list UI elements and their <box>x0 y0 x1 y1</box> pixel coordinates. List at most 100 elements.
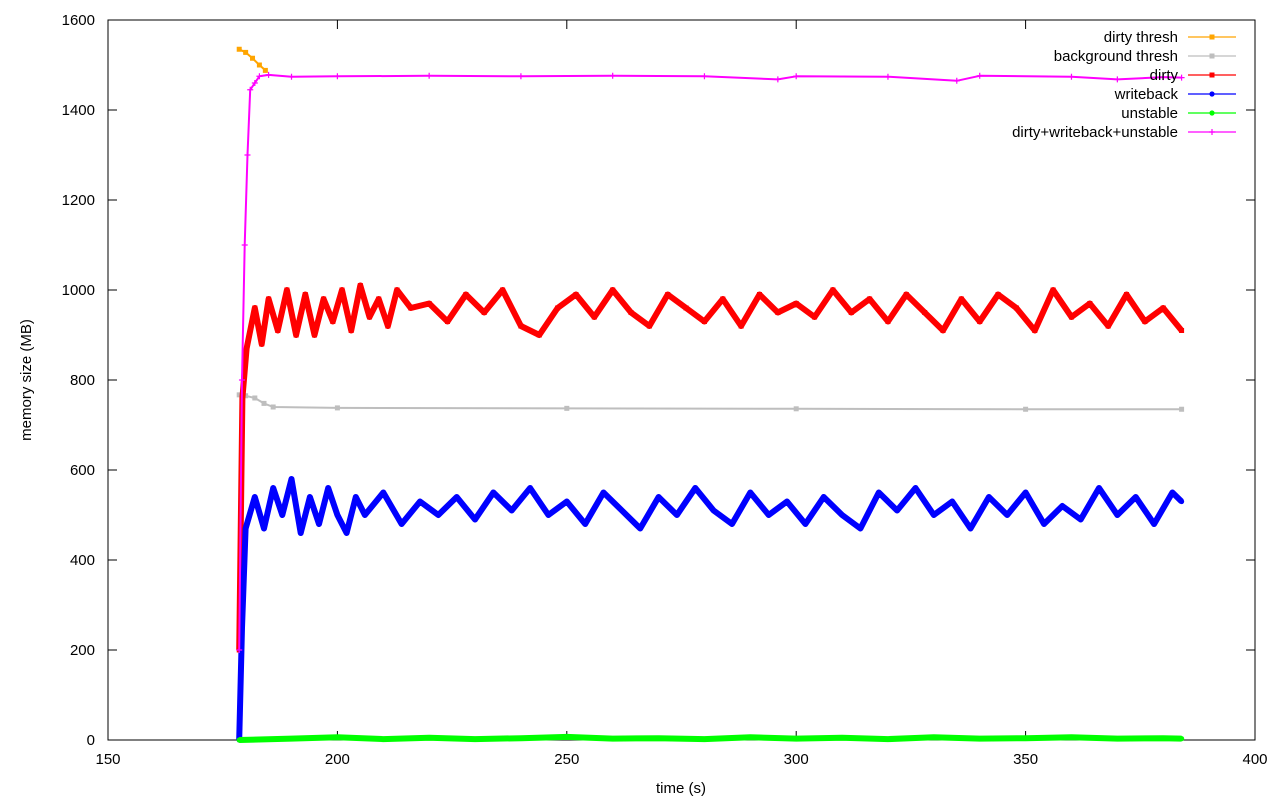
data-point-unstable <box>793 736 799 742</box>
data-point-dirty-writeback-unstable <box>774 76 781 83</box>
data-point-dirty <box>793 301 799 306</box>
data-point-dirty <box>848 310 854 315</box>
data-point-writeback <box>545 512 552 518</box>
data-point-writeback <box>876 489 882 496</box>
data-point-dirty <box>977 319 983 324</box>
data-point-unstable <box>334 734 340 740</box>
data-point-dirty-thresh <box>256 62 262 68</box>
data-point-writeback <box>279 512 285 518</box>
x-tick-label: 200 <box>325 751 350 768</box>
data-point-dirty <box>302 292 308 297</box>
data-point-writeback <box>1169 489 1176 496</box>
data-point-writeback <box>637 525 643 532</box>
data-point-writeback <box>1023 489 1029 496</box>
data-point-writeback <box>802 521 808 527</box>
data-point-dirty-thresh <box>243 49 249 55</box>
data-point-writeback <box>619 507 625 514</box>
data-point-writeback <box>1004 512 1010 518</box>
series-layer <box>236 46 1185 743</box>
data-point-writeback <box>600 489 607 496</box>
data-point-dirty <box>683 305 689 311</box>
data-point-dirty-writeback-unstable <box>609 72 616 79</box>
data-point-dirty <box>311 332 317 338</box>
data-point-dirty <box>940 328 946 333</box>
data-point-writeback <box>747 489 753 496</box>
data-point-dirty-writeback-unstable <box>701 73 708 80</box>
data-point-dirty <box>591 314 597 320</box>
data-point-dirty <box>536 332 542 338</box>
data-point-dirty-writeback-unstable <box>236 647 243 653</box>
data-point-writeback <box>298 530 304 536</box>
data-point-unstable <box>564 734 570 740</box>
y-tick-label: 800 <box>70 372 95 389</box>
data-point-writeback <box>399 521 405 527</box>
legend-entry-background-thresh: background thresh <box>1054 48 1236 65</box>
data-point-dirty <box>885 319 891 324</box>
data-point-unstable <box>236 737 242 743</box>
series-line-background-thresh <box>239 393 1182 411</box>
data-point-dirty <box>266 296 272 302</box>
data-point-writeback <box>288 476 295 482</box>
data-point-writeback <box>243 525 249 532</box>
legend-entry-dirty-thresh: dirty thresh <box>1104 29 1236 46</box>
series-writeback <box>236 476 1185 743</box>
legend-marker <box>1209 129 1215 135</box>
data-point-dirty <box>867 296 873 302</box>
data-point-writeback <box>353 494 359 500</box>
data-point-writeback <box>334 512 340 518</box>
x-axis-label: time (s) <box>656 780 706 797</box>
legend-label: dirty thresh <box>1104 29 1178 46</box>
data-point-unstable <box>701 736 708 742</box>
data-point-writeback <box>784 498 790 505</box>
data-point-writeback <box>564 498 570 505</box>
data-point-writeback <box>1059 503 1065 509</box>
data-point-dirty <box>1087 301 1093 306</box>
data-point-writeback <box>766 512 772 518</box>
data-point-writeback <box>1178 498 1185 505</box>
data-point-writeback <box>1041 521 1047 527</box>
data-point-dirty <box>903 292 909 297</box>
data-point-background-thresh <box>564 405 570 411</box>
data-point-dirty-writeback-unstable <box>953 77 960 84</box>
y-axis-label: memory size (MB) <box>18 319 35 441</box>
legend-entry-dirty-writeback-unstable: dirty+writeback+unstable <box>1012 124 1236 141</box>
y-tick-label: 600 <box>70 462 95 479</box>
data-point-writeback <box>1151 521 1157 527</box>
data-point-dirty-thresh <box>250 55 256 61</box>
legend-label: dirty <box>1150 67 1179 84</box>
series-unstable <box>236 733 1185 743</box>
y-tick-label: 1600 <box>62 12 95 29</box>
y-tick-label: 1200 <box>62 192 95 209</box>
data-point-dirty-writeback-unstable <box>1068 73 1075 80</box>
data-point-dirty <box>1105 323 1111 329</box>
data-point-dirty <box>376 296 382 302</box>
data-point-writeback <box>1114 512 1120 518</box>
data-point-writeback <box>967 525 974 532</box>
data-point-dirty-writeback-unstable <box>1178 74 1185 81</box>
data-point-dirty <box>812 314 818 320</box>
data-point-dirty-writeback-unstable <box>251 80 258 86</box>
data-point-dirty <box>293 332 299 338</box>
data-point-background-thresh <box>236 392 242 398</box>
data-point-dirty-writeback-unstable <box>247 86 254 93</box>
data-point-writeback <box>490 489 496 496</box>
data-point-dirty <box>738 323 744 329</box>
x-tick-label: 150 <box>95 751 120 768</box>
data-point-dirty-writeback-unstable <box>1160 74 1167 81</box>
legend: dirty thresh background thresh dirty writeb… <box>1012 29 1236 141</box>
y-tick-label: 0 <box>87 732 95 749</box>
data-point-unstable <box>1068 734 1075 740</box>
data-point-dirty <box>1068 314 1074 320</box>
data-point-dirty <box>284 287 290 293</box>
series-dirty-writeback-unstable <box>236 71 1185 653</box>
data-point-writeback <box>912 485 919 491</box>
data-point-writeback <box>307 494 313 500</box>
legend-label: writeback <box>1114 86 1179 103</box>
data-point-writeback <box>857 525 864 532</box>
axis-ticks <box>107 19 1256 741</box>
data-point-writeback <box>509 507 515 514</box>
data-point-dirty <box>518 323 524 329</box>
data-point-background-thresh <box>261 400 267 406</box>
data-point-dirty-writeback-unstable <box>265 71 272 78</box>
data-point-dirty <box>573 292 579 297</box>
